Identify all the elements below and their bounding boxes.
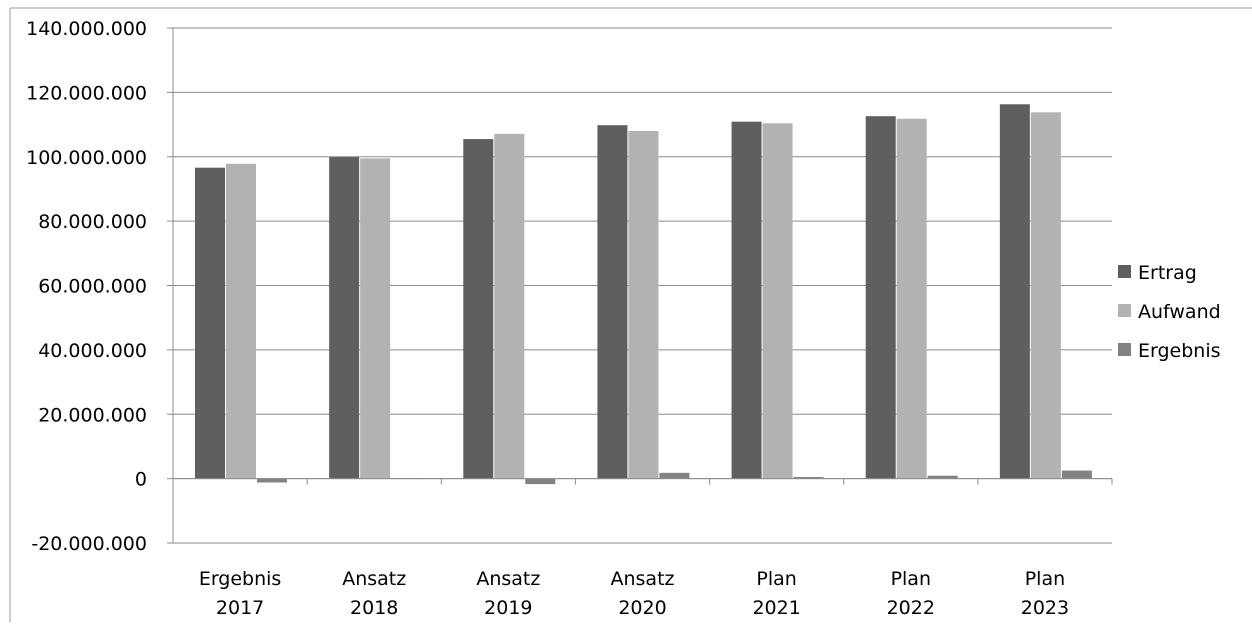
bar-ergebnis <box>525 478 556 485</box>
x-tick-label: Ansatz <box>342 568 406 590</box>
y-tick-label: -20.000.000 <box>31 533 147 555</box>
legend-label-ergebnis: Ergebnis <box>1138 340 1221 362</box>
bar-aufwand <box>360 158 391 479</box>
bar-aufwand <box>494 133 525 479</box>
x-tick-label: Ansatz <box>610 568 674 590</box>
bar-aufwand <box>628 131 659 479</box>
bar-ertrag <box>865 116 896 479</box>
x-tick-label: 2021 <box>752 597 800 619</box>
y-tick-label: 140.000.000 <box>26 18 147 40</box>
bar-aufwand <box>226 163 256 479</box>
bar-aufwand <box>762 123 793 479</box>
bar-ertrag <box>999 104 1030 479</box>
x-tick-label: Plan <box>756 568 796 590</box>
y-tick-label: 60.000.000 <box>38 276 147 298</box>
x-tick-label: Ansatz <box>476 568 540 590</box>
y-tick-label: 0 <box>135 469 147 491</box>
y-tick-label: 20.000.000 <box>38 404 147 426</box>
y-tick-label: 120.000.000 <box>26 82 147 104</box>
legend-label-aufwand: Aufwand <box>1138 301 1221 323</box>
bar-ergebnis <box>257 478 287 483</box>
legend-swatch-ergebnis <box>1118 343 1131 356</box>
bar-ertrag <box>463 139 494 479</box>
x-tick-label: 2019 <box>484 597 532 619</box>
y-tick-label: 100.000.000 <box>26 147 147 169</box>
legend-swatch-ertrag <box>1118 265 1131 278</box>
legend-label-ertrag: Ertrag <box>1138 262 1197 284</box>
x-tick-label: Plan <box>891 568 931 590</box>
bar-ertrag <box>597 125 628 479</box>
bar-aufwand <box>1030 112 1061 479</box>
x-tick-label: 2022 <box>887 597 935 619</box>
y-tick-label: 80.000.000 <box>38 211 147 233</box>
bar-ertrag <box>195 167 225 479</box>
bar-ergebnis <box>793 477 824 479</box>
bar-ertrag <box>329 157 360 479</box>
bar-ergebnis <box>927 475 958 479</box>
bar-ertrag <box>731 121 762 479</box>
x-tick-label: 2023 <box>1021 597 1069 619</box>
bar-ergebnis <box>1061 470 1092 479</box>
bar-ergebnis <box>659 472 690 479</box>
x-tick-label: Ergebnis <box>199 568 282 590</box>
x-tick-label: 2017 <box>216 597 264 619</box>
x-tick-label: 2018 <box>350 597 398 619</box>
y-tick-label: 40.000.000 <box>38 340 147 362</box>
x-tick-label: Plan <box>1025 568 1065 590</box>
bar-aufwand <box>896 118 927 479</box>
legend-swatch-aufwand <box>1118 304 1131 317</box>
x-tick-label: 2020 <box>618 597 666 619</box>
